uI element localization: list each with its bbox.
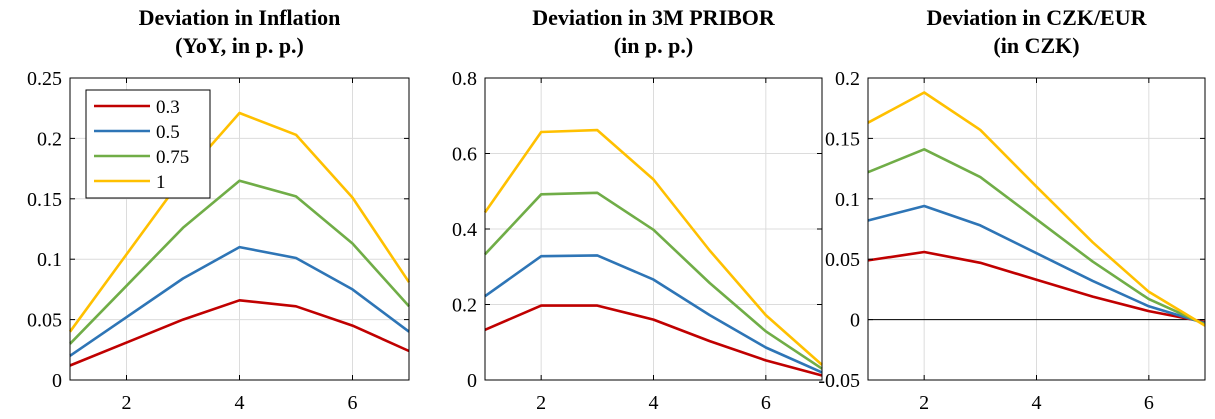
series-line-1 [484, 304, 823, 377]
x-tick-label: 2 [919, 392, 929, 414]
chart-title: (in p. p.) [614, 33, 693, 58]
y-tick-label: 0 [52, 370, 62, 392]
legend-label: 1 [156, 172, 166, 193]
series-line-2 [484, 254, 823, 374]
series-line-1 [68, 111, 411, 333]
chart-title: Deviation in Inflation [139, 5, 341, 30]
series-line-2 [867, 204, 1206, 325]
legend-label: 0.3 [156, 97, 180, 118]
y-tick-label: 0.15 [27, 189, 62, 211]
series-line-1 [867, 250, 1206, 324]
y-tick-label: 0.15 [825, 128, 860, 150]
y-tick-label: 0.05 [825, 249, 860, 271]
chart-panel-2: Deviation in 3M PRIBOR (in p. p.) 2 4 6 0 0.2 0… [452, 5, 823, 414]
series-line-0.5 [69, 245, 410, 357]
y-tick-label: 0.4 [452, 219, 477, 241]
series-line-4 [867, 91, 1206, 327]
y-tick-label: 0 [467, 370, 477, 392]
y-tick-label: 0.1 [37, 249, 62, 271]
chart-title: Deviation in CZK/EUR [926, 5, 1147, 30]
y-tick-label: 0.25 [27, 68, 62, 90]
chart-panel-1: Deviation in Inflation (YoY, in p. p.) 2 4 6… [27, 5, 411, 414]
y-tick-label: 0.05 [27, 310, 62, 332]
x-tick-label: 2 [122, 392, 132, 414]
y-tick-label: 0.2 [452, 295, 477, 317]
x-tick-label: 6 [1144, 392, 1154, 414]
y-tick-label: 0.1 [835, 189, 860, 211]
chart-title: (YoY, in p. p.) [175, 33, 304, 58]
chart-panel-3: Deviation in CZK/EUR (in CZK) 2 4 6 -0.05 0 0.0… [818, 5, 1206, 414]
legend: 0.3 0.5 0.75 1 [85, 89, 211, 199]
x-tick-label: 4 [235, 392, 245, 414]
legend-label: 0.75 [156, 147, 189, 168]
x-tick-label: 4 [649, 392, 659, 414]
chart-title: Deviation in 3M PRIBOR [532, 5, 776, 30]
x-tick-label: 6 [761, 392, 771, 414]
y-tick-label: 0.8 [452, 68, 477, 90]
series-line-4 [483, 128, 823, 366]
legend-label: 0.5 [156, 122, 180, 143]
y-tick-label: 0.2 [835, 68, 860, 90]
series-line-3 [484, 191, 823, 370]
x-tick-label: 4 [1032, 392, 1042, 414]
y-tick-label: 0 [850, 310, 860, 332]
series-line-0.3 [69, 298, 410, 367]
y-tick-label: -0.05 [818, 370, 860, 392]
chart-title: (in CZK) [993, 33, 1079, 58]
series-line-0.75 [69, 179, 410, 345]
x-tick-label: 2 [536, 392, 546, 414]
series-line-3 [867, 148, 1206, 326]
x-tick-label: 6 [348, 392, 358, 414]
y-tick-label: 0.2 [37, 128, 62, 150]
y-tick-label: 0.6 [452, 144, 477, 166]
